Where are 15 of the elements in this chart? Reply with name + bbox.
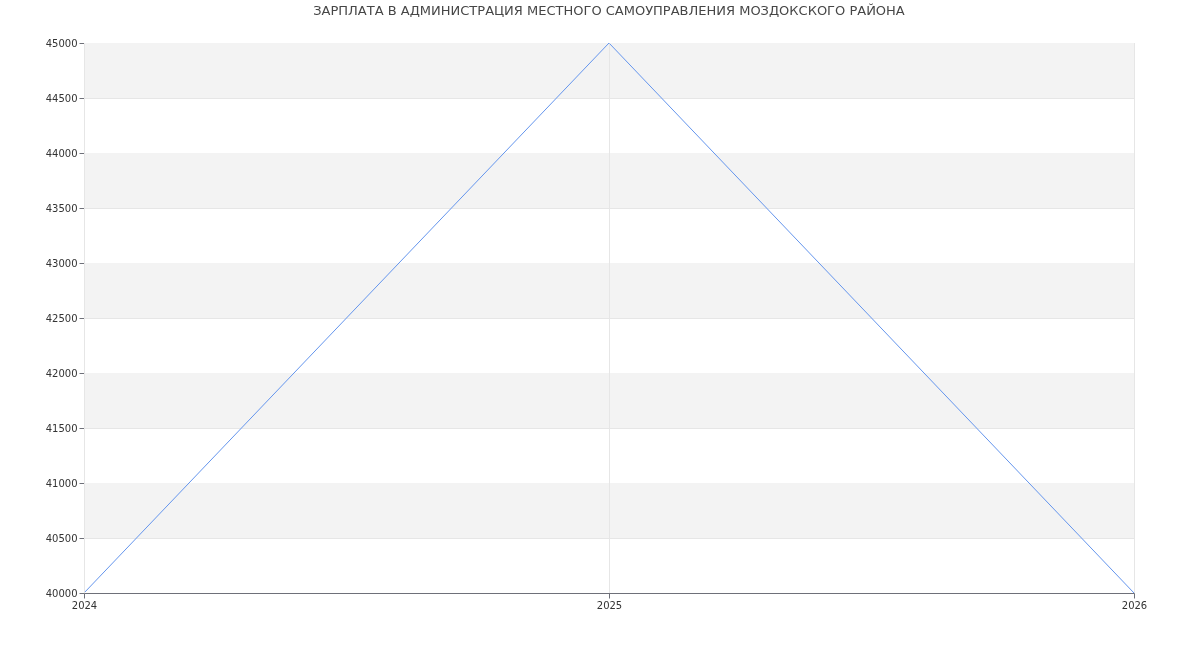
chart-title: ЗАРПЛАТА В АДМИНИСТРАЦИЯ МЕСТНОГО САМОУПРАВЛЕНИЯ МОЗДОКСКОГО РАЙОНА: [313, 3, 905, 18]
y-tick-label: 41000: [45, 477, 78, 489]
y-tick-label: 42500: [45, 312, 78, 324]
y-tick-label: 44500: [45, 92, 78, 104]
y-tick-label: 41500: [45, 422, 78, 434]
y-tick-label: 44000: [45, 147, 78, 159]
x-tick-label: 2026: [1121, 599, 1148, 611]
y-tick-label: 42000: [45, 367, 78, 379]
x-tick-label: 2025: [596, 599, 623, 611]
y-tick-label: 40000: [45, 587, 78, 599]
y-tick-label: 40500: [45, 532, 78, 544]
y-tick-label: 43500: [45, 202, 78, 214]
x-tick-label: 2024: [71, 599, 98, 611]
y-tick-label: 43000: [45, 257, 78, 269]
y-tick-label: 45000: [45, 37, 78, 49]
